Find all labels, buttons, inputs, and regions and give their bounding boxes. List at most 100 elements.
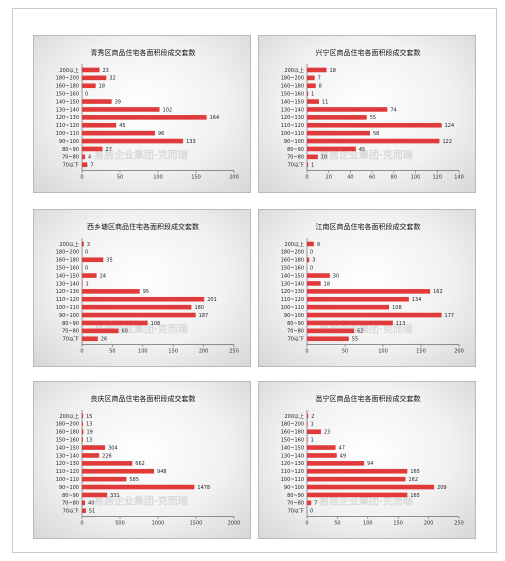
- x-tick-label: 500: [115, 521, 125, 527]
- data-label: 134: [412, 297, 422, 303]
- category-label: 200以上: [59, 241, 79, 248]
- data-label: 1: [311, 91, 314, 97]
- category-label: 70以下: [288, 163, 304, 169]
- data-label: 948: [157, 469, 167, 475]
- x-tick-label: 0: [305, 175, 308, 181]
- bar: [307, 413, 309, 419]
- bar: [307, 304, 390, 310]
- x-tick-label: 2000: [228, 521, 241, 527]
- category-label: 100~110: [281, 477, 304, 483]
- data-label: 19: [86, 430, 92, 436]
- data-label: 1: [311, 422, 314, 428]
- x-tick-label: 100: [138, 349, 148, 355]
- category-label: 120~130: [281, 461, 304, 467]
- data-label: 102: [163, 107, 173, 113]
- data-label: 0: [310, 265, 313, 271]
- category-label: 130~140: [281, 107, 304, 113]
- bar: [307, 122, 442, 128]
- category-label: 200以上: [284, 241, 304, 248]
- category-label: 70以下: [63, 337, 79, 343]
- x-tick-label: 250: [454, 521, 464, 527]
- data-label: 122: [442, 139, 452, 145]
- data-label: 165: [410, 493, 420, 499]
- data-label: 0: [85, 250, 88, 256]
- data-label: 15: [86, 414, 92, 420]
- data-label: 94: [367, 461, 373, 467]
- x-tick-label: 100: [363, 521, 373, 527]
- data-label: 45: [359, 147, 365, 153]
- category-label: 90~100: [284, 313, 304, 319]
- watermark-text: 易居企业集团·克而瑞: [94, 495, 188, 508]
- category-label: 160~180: [56, 258, 79, 264]
- category-label: 200以上: [59, 67, 79, 74]
- data-label: 4: [88, 155, 91, 161]
- category-label: 80~90: [62, 493, 79, 499]
- category-label: 70~80: [62, 329, 79, 335]
- chart-title: 兴宁区商品住宅各面积段成交套数: [316, 48, 421, 57]
- x-tick-label: 200: [199, 349, 209, 355]
- bar: [307, 91, 309, 96]
- bar: [82, 508, 86, 514]
- data-label: 177: [445, 313, 455, 319]
- bar: [307, 273, 330, 278]
- bar: [82, 162, 88, 168]
- category-label: 120~130: [281, 289, 304, 295]
- bar: [82, 99, 112, 104]
- data-label: 331: [110, 493, 120, 499]
- x-tick-label: 0: [80, 521, 83, 527]
- bar: [307, 468, 408, 474]
- category-label: 140~150: [56, 273, 79, 279]
- category-label: 90~100: [284, 139, 304, 145]
- data-label: 108: [151, 321, 161, 327]
- bar: [307, 461, 365, 466]
- bar: [307, 437, 308, 442]
- x-tick-label: 80: [391, 175, 397, 181]
- category-label: 80~90: [287, 147, 304, 153]
- bar: [82, 241, 84, 247]
- category-label: 180~200: [281, 422, 304, 428]
- bar: [307, 241, 314, 247]
- data-label: 13: [86, 422, 92, 428]
- category-label: 110~120: [56, 123, 79, 129]
- bar: [82, 67, 100, 73]
- data-label: 18: [324, 281, 330, 287]
- category-label: 70~80: [287, 329, 304, 335]
- data-label: 2: [311, 414, 314, 420]
- chart-panel-qingxiu: 易居企业集团·克而瑞 青秀区商品住宅各面积段成交套数 200以上 23 180~200 3…: [33, 35, 251, 193]
- bar: [82, 289, 140, 294]
- data-label: 7: [314, 501, 317, 507]
- bar: [82, 115, 207, 120]
- category-label: 120~130: [56, 461, 79, 467]
- data-label: 7: [90, 163, 93, 169]
- data-label: 30: [333, 273, 339, 279]
- data-label: 226: [102, 453, 112, 459]
- data-label: 164: [210, 115, 220, 121]
- x-tick-label: 50: [342, 349, 348, 355]
- data-label: 0: [310, 509, 313, 515]
- bar: [307, 296, 409, 302]
- x-tick-label: 120: [433, 175, 443, 181]
- x-tick-label: 150: [191, 175, 201, 181]
- category-label: 80~90: [62, 321, 79, 327]
- bar: [307, 328, 355, 334]
- category-label: 90~100: [284, 485, 304, 491]
- bar: [82, 257, 104, 263]
- bar: [82, 461, 133, 466]
- data-label: 32: [109, 76, 115, 82]
- bar: [82, 336, 98, 342]
- bar: [82, 273, 97, 278]
- bar: [307, 83, 316, 89]
- category-label: 70以下: [63, 509, 79, 515]
- watermark-text: 易居企业集团·克而瑞: [319, 495, 413, 508]
- bar: [82, 312, 196, 318]
- category-label: 110~120: [56, 297, 79, 303]
- data-label: 180: [194, 305, 204, 311]
- data-label: 304: [108, 445, 118, 451]
- data-label: 209: [437, 485, 447, 491]
- data-label: 1: [86, 281, 89, 287]
- x-tick-label: 0: [80, 349, 83, 355]
- data-label: 23: [102, 68, 108, 74]
